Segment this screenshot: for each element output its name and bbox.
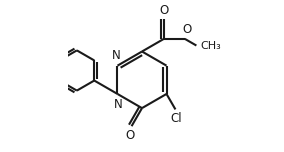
Text: O: O bbox=[159, 4, 169, 17]
Text: O: O bbox=[126, 130, 135, 142]
Text: N: N bbox=[112, 49, 121, 62]
Text: O: O bbox=[182, 23, 191, 36]
Text: N: N bbox=[114, 98, 123, 111]
Text: CH₃: CH₃ bbox=[200, 41, 221, 51]
Text: Cl: Cl bbox=[170, 112, 182, 125]
